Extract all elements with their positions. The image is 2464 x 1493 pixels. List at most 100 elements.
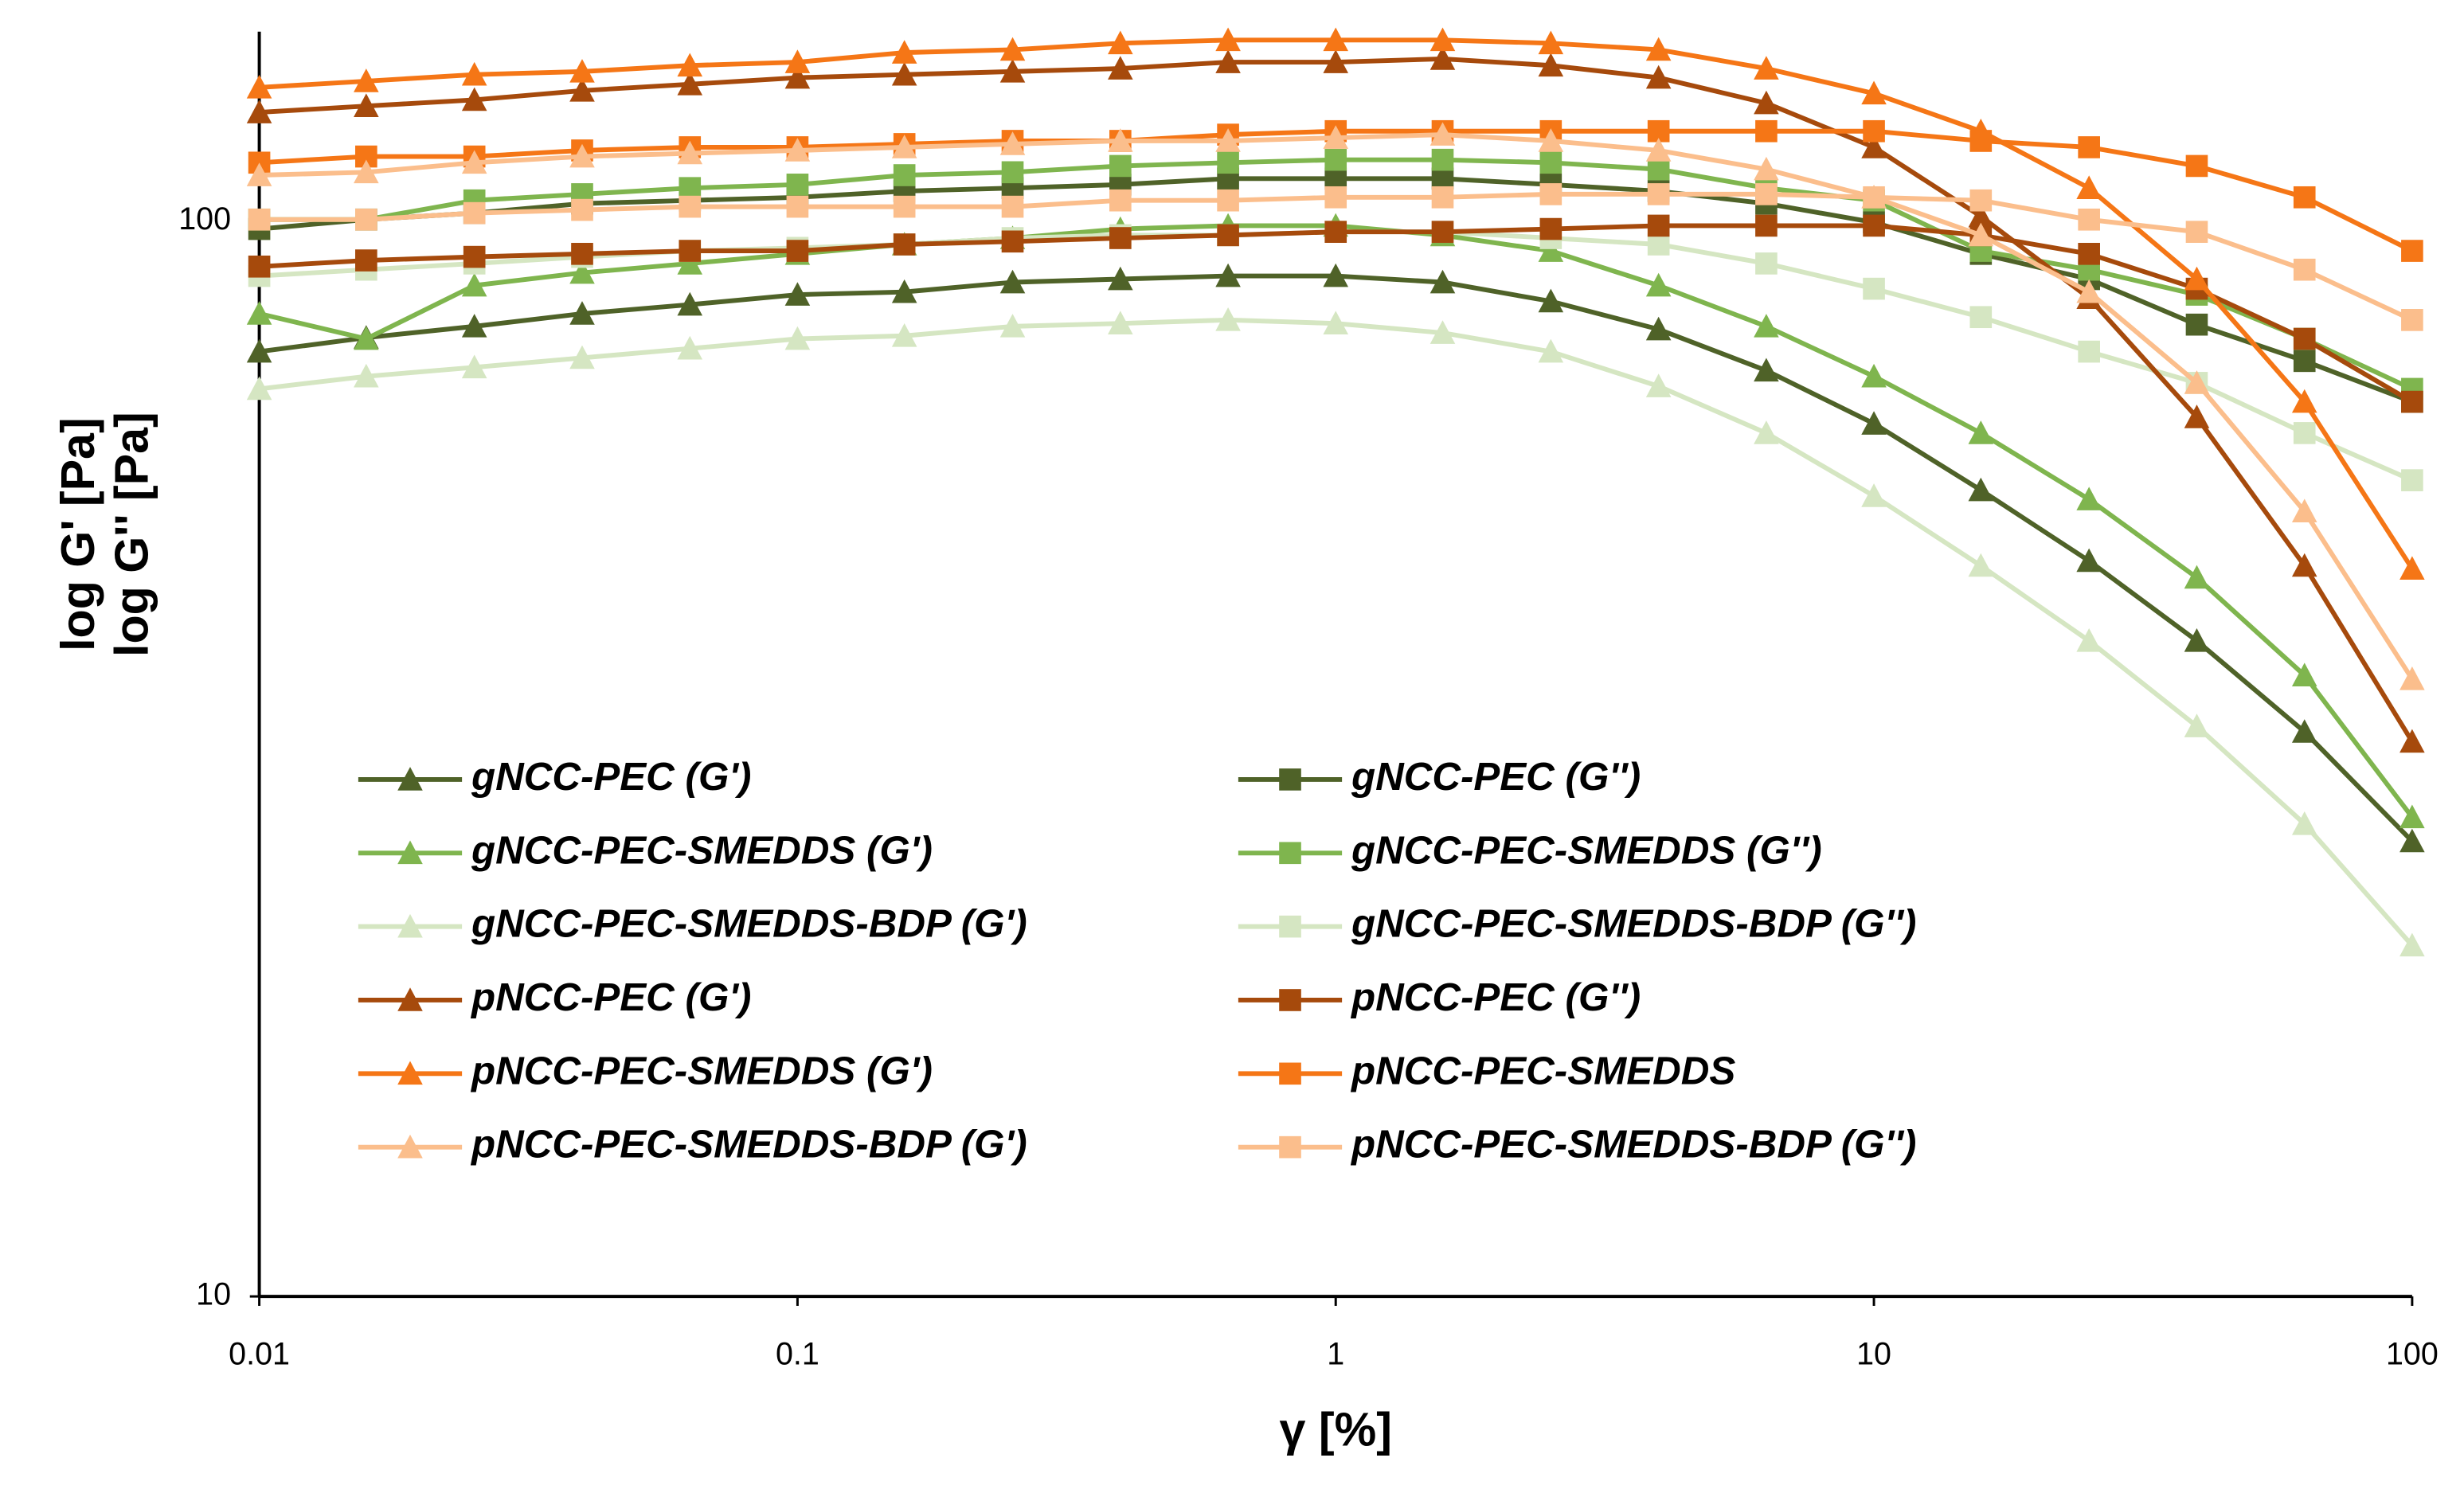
- data-point: [784, 138, 811, 162]
- data-point: [2078, 136, 2100, 158]
- data-point: [891, 135, 917, 158]
- data-point: [1431, 186, 1454, 209]
- data-point: [2401, 469, 2423, 491]
- data-point: [354, 326, 379, 350]
- data-point: [1968, 553, 1994, 577]
- data-point: [891, 61, 917, 86]
- data-point: [2291, 389, 2317, 413]
- data-point: [677, 72, 703, 96]
- data-point: [569, 143, 595, 168]
- data-point: [355, 208, 377, 231]
- data-point: [461, 272, 487, 297]
- y-tick-label: 100: [178, 201, 231, 236]
- data-point: [1861, 80, 1887, 105]
- legend-label: pNCC-PEC (G'): [470, 975, 752, 1019]
- data-point: [784, 49, 811, 73]
- data-point: [1430, 27, 1456, 52]
- data-point: [1969, 130, 1993, 152]
- data-point: [2185, 313, 2208, 336]
- legend-label: pNCC-PEC-SMEDDS-BDP (G'): [470, 1123, 1027, 1167]
- data-point: [354, 363, 379, 388]
- data-point: [1217, 189, 1239, 212]
- data-point: [2076, 487, 2102, 510]
- data-point: [2184, 266, 2210, 291]
- data-point: [461, 150, 487, 174]
- data-point: [679, 240, 702, 262]
- data-point: [2291, 811, 2317, 835]
- data-point: [1538, 30, 1564, 55]
- data-point: [1324, 221, 1347, 243]
- data-point: [461, 314, 487, 338]
- legend-marker: [397, 1061, 423, 1085]
- data-point: [893, 233, 916, 256]
- data-point: [246, 100, 272, 123]
- data-point: [1754, 420, 1779, 444]
- data-point: [569, 260, 595, 284]
- data-point: [786, 195, 809, 218]
- data-point: [1863, 119, 1885, 143]
- data-point: [2293, 186, 2316, 209]
- data-point: [891, 40, 917, 64]
- data-point: [2399, 729, 2425, 753]
- data-point: [2291, 498, 2317, 523]
- x-axis-title: γ [%]: [1280, 1402, 1392, 1456]
- data-point: [1109, 154, 1132, 178]
- data-point: [1539, 183, 1562, 205]
- data-point: [2293, 350, 2316, 373]
- data-point: [1969, 189, 1993, 212]
- data-point: [1215, 128, 1241, 152]
- data-point: [2076, 548, 2102, 573]
- data-point: [1215, 307, 1241, 331]
- data-point: [246, 338, 272, 363]
- data-point: [1969, 306, 1993, 329]
- legend-marker: [397, 1134, 423, 1159]
- legend-marker: [1279, 1062, 1301, 1085]
- data-point: [786, 174, 809, 196]
- data-point: [461, 87, 487, 111]
- legend-label: gNCC-PEC-SMEDDS-BDP (G'): [471, 902, 1027, 946]
- data-point: [1538, 238, 1564, 262]
- data-point: [463, 245, 486, 268]
- data-point: [1863, 214, 1885, 237]
- data-point: [2293, 258, 2316, 281]
- y-tick-label: 10: [196, 1277, 231, 1312]
- data-point: [1754, 358, 1779, 382]
- data-point: [1108, 311, 1133, 335]
- data-point: [2399, 666, 2425, 690]
- legend-label: pNCC-PEC-SMEDDS-BDP (G''): [1350, 1123, 1916, 1167]
- data-point: [1754, 314, 1779, 338]
- legend-marker: [1279, 989, 1301, 1011]
- data-point: [1431, 148, 1454, 171]
- data-point: [677, 251, 703, 275]
- data-point: [1430, 320, 1456, 344]
- data-point: [1861, 363, 1887, 388]
- data-point: [1647, 233, 1670, 256]
- x-tick-label: 0.1: [776, 1337, 819, 1372]
- data-point: [677, 335, 703, 360]
- data-point: [1645, 316, 1672, 341]
- legend-marker: [1279, 768, 1301, 791]
- data-point: [2184, 628, 2210, 652]
- x-tick-label: 100: [2386, 1337, 2439, 1372]
- data-point: [355, 249, 377, 272]
- data-point: [2291, 553, 2317, 577]
- data-point: [677, 140, 703, 165]
- data-point: [2399, 932, 2425, 957]
- data-point: [2399, 804, 2425, 829]
- x-tick-label: 0.01: [229, 1337, 290, 1372]
- data-point: [2078, 340, 2100, 363]
- data-point: [1645, 373, 1672, 397]
- legend-marker: [1279, 1135, 1301, 1159]
- data-point: [1215, 263, 1241, 287]
- y-axis-title: log G' [Pa]: [51, 417, 104, 651]
- data-point: [569, 301, 595, 325]
- data-point: [354, 159, 379, 184]
- data-point: [1968, 420, 1994, 444]
- legend-label: pNCC-PEC-SMEDDS: [1350, 1049, 1735, 1092]
- data-point: [1863, 277, 1885, 300]
- data-point: [1968, 477, 1994, 502]
- data-point: [999, 269, 1026, 294]
- data-point: [1323, 27, 1349, 52]
- data-point: [1430, 269, 1456, 294]
- data-point: [1861, 483, 1887, 507]
